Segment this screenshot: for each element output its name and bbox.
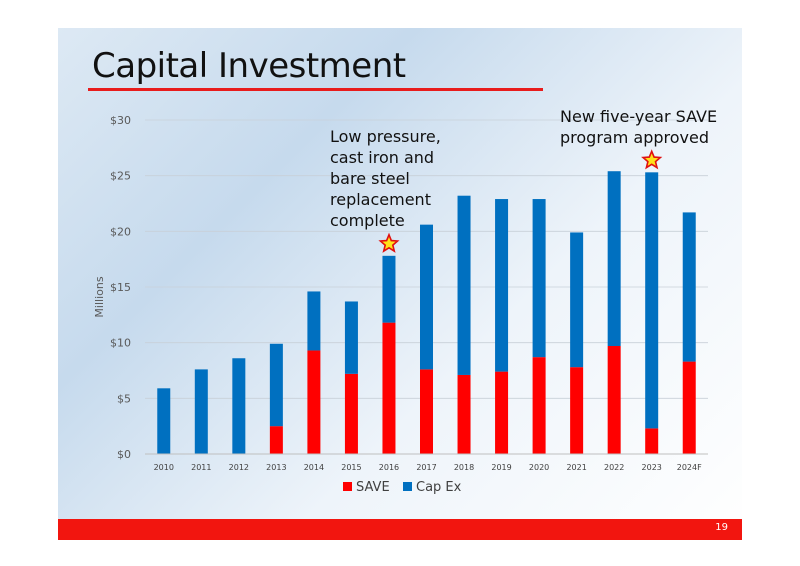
x-tick-label: 2022: [604, 463, 624, 472]
x-tick-label: 2021: [566, 463, 586, 472]
bar-cap-ex: [157, 388, 171, 454]
y-tick-label: $25: [110, 170, 131, 183]
bar-save: [682, 361, 696, 454]
x-tick-label: 2012: [229, 463, 249, 472]
bar-save: [457, 374, 471, 454]
y-tick-label: $10: [110, 337, 131, 350]
x-tick-label: 2017: [416, 463, 436, 472]
annotation-2016-line: complete: [330, 211, 405, 230]
bar-save: [420, 369, 433, 454]
bar-cap-ex: [382, 255, 396, 323]
bar-cap-ex: [344, 301, 358, 374]
bar-save: [382, 322, 396, 454]
slide-background: [58, 28, 742, 540]
bar-save: [607, 346, 621, 454]
legend-swatch-cap-ex: [403, 482, 412, 491]
bar-cap-ex: [269, 343, 283, 427]
bar-save: [570, 367, 584, 454]
bar-cap-ex: [307, 291, 321, 351]
bar-cap-ex: [532, 199, 546, 358]
legend-swatch-save: [343, 482, 352, 491]
x-tick-label: 2010: [154, 463, 174, 472]
bar-save: [645, 428, 659, 454]
x-tick-label: 2011: [191, 463, 211, 472]
annotation-2023-line: program approved: [560, 128, 709, 147]
bar-cap-ex: [457, 195, 471, 375]
x-tick-label: 2014: [304, 463, 324, 472]
bar-cap-ex: [570, 232, 584, 368]
bar-save: [495, 371, 509, 454]
annotation-2016-line: bare steel: [330, 169, 410, 188]
x-tick-label: 2016: [379, 463, 399, 472]
annotation-2023: New five-year SAVE program approved: [560, 106, 717, 148]
bar-cap-ex: [420, 224, 433, 370]
bar-cap-ex: [495, 199, 509, 372]
y-tick-label: $30: [110, 114, 131, 127]
bar-cap-ex: [682, 212, 696, 362]
bar-cap-ex: [232, 358, 246, 454]
y-tick-label: $20: [110, 225, 131, 238]
x-tick-label: 2015: [341, 463, 361, 472]
y-tick-label: $0: [117, 448, 131, 461]
star-marker-icon: [641, 149, 663, 170]
bar-cap-ex: [607, 171, 621, 347]
x-tick-label: 2013: [266, 463, 286, 472]
bar-save: [269, 426, 283, 454]
bar-save: [532, 357, 546, 454]
y-axis-title: Millions: [93, 276, 106, 317]
x-tick-label: 2023: [642, 463, 662, 472]
y-tick-label: $15: [110, 281, 131, 294]
bar-cap-ex: [645, 172, 659, 429]
title-underline: [88, 88, 543, 91]
annotation-2023-line: New five-year SAVE: [560, 107, 718, 126]
annotation-2016-line: replacement: [330, 190, 431, 209]
x-tick-label: 2024F: [677, 463, 702, 472]
bar-save: [344, 373, 358, 454]
slide-title: Capital Investment: [92, 46, 406, 86]
page-number: 19: [715, 522, 728, 533]
x-tick-label: 2020: [529, 463, 549, 472]
annotation-2016-line: Low pressure,: [330, 127, 441, 146]
legend-label-save: SAVE: [356, 480, 390, 495]
legend-label-cap-ex: Cap Ex: [416, 480, 462, 495]
bar-save: [307, 350, 321, 454]
x-tick-label: 2018: [454, 463, 474, 472]
bar-cap-ex: [194, 369, 208, 454]
x-tick-label: 2019: [491, 463, 511, 472]
annotation-2016: Low pressure, cast iron and bare steel r…: [330, 126, 441, 231]
annotation-2016-line: cast iron and: [330, 148, 435, 167]
y-tick-label: $5: [117, 392, 131, 405]
star-marker-icon: [378, 232, 400, 253]
footer-bar: [58, 519, 742, 540]
